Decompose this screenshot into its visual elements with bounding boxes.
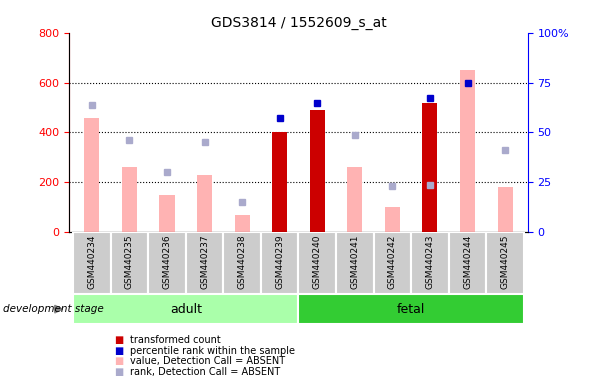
- Text: fetal: fetal: [397, 303, 425, 316]
- Text: transformed count: transformed count: [130, 335, 220, 345]
- Bar: [122, 167, 137, 232]
- Bar: [385, 207, 400, 232]
- Text: percentile rank within the sample: percentile rank within the sample: [130, 346, 295, 356]
- Bar: [272, 132, 287, 232]
- Bar: [148, 232, 186, 294]
- Bar: [186, 232, 223, 294]
- Bar: [374, 232, 411, 294]
- Text: GSM440241: GSM440241: [350, 234, 359, 289]
- Text: ■: ■: [115, 335, 124, 345]
- Bar: [336, 232, 374, 294]
- Text: value, Detection Call = ABSENT: value, Detection Call = ABSENT: [130, 356, 285, 366]
- Bar: [411, 232, 449, 294]
- Bar: [235, 215, 250, 232]
- Bar: [223, 232, 261, 294]
- Bar: [298, 232, 336, 294]
- Text: GSM440244: GSM440244: [463, 234, 472, 288]
- Bar: [73, 232, 111, 294]
- Bar: [73, 294, 298, 324]
- Bar: [460, 70, 475, 232]
- Text: rank, Detection Call = ABSENT: rank, Detection Call = ABSENT: [130, 367, 280, 377]
- Bar: [298, 294, 524, 324]
- Bar: [423, 103, 437, 232]
- Bar: [310, 110, 325, 232]
- Text: GSM440235: GSM440235: [125, 234, 134, 289]
- Bar: [197, 175, 212, 232]
- Text: GSM440239: GSM440239: [275, 234, 284, 289]
- Text: GSM440242: GSM440242: [388, 234, 397, 288]
- Text: GSM440237: GSM440237: [200, 234, 209, 289]
- Text: GSM440243: GSM440243: [426, 234, 434, 289]
- Text: adult: adult: [170, 303, 202, 316]
- Title: GDS3814 / 1552609_s_at: GDS3814 / 1552609_s_at: [210, 16, 387, 30]
- Bar: [486, 232, 524, 294]
- Text: GSM440245: GSM440245: [500, 234, 510, 289]
- Text: GSM440238: GSM440238: [238, 234, 247, 289]
- Text: ■: ■: [115, 346, 124, 356]
- Bar: [347, 167, 362, 232]
- Bar: [111, 232, 148, 294]
- Text: ■: ■: [115, 367, 124, 377]
- Bar: [449, 232, 486, 294]
- Bar: [497, 187, 513, 232]
- Text: GSM440236: GSM440236: [163, 234, 171, 289]
- Bar: [84, 118, 99, 232]
- Text: GSM440234: GSM440234: [87, 234, 96, 289]
- Text: ■: ■: [115, 356, 124, 366]
- Text: GSM440240: GSM440240: [313, 234, 322, 289]
- Bar: [160, 195, 174, 232]
- Text: development stage: development stage: [3, 304, 104, 314]
- Bar: [261, 232, 298, 294]
